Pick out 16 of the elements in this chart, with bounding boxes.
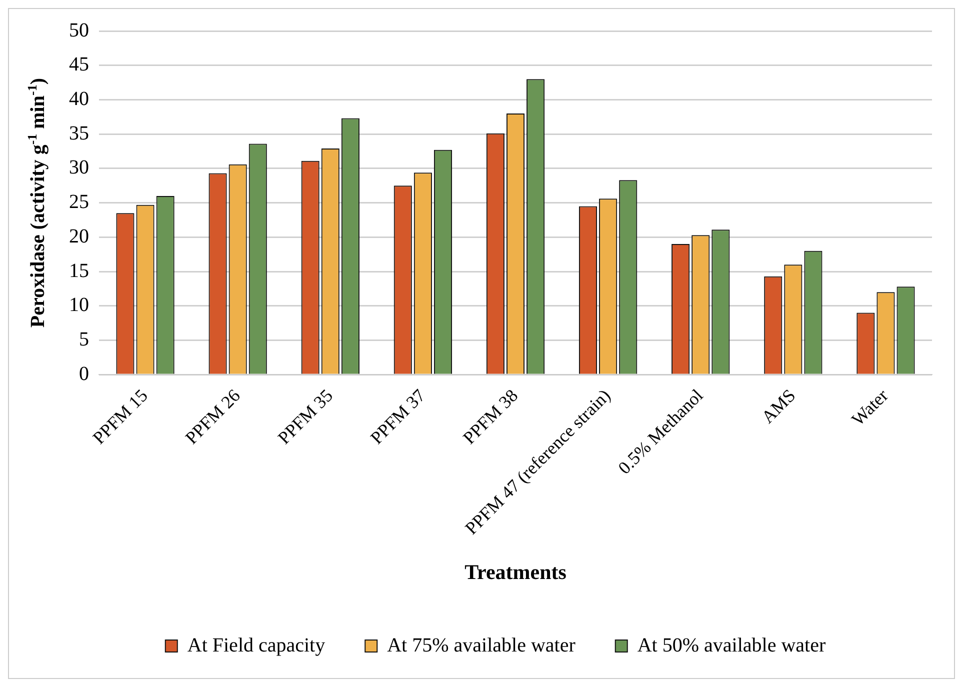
y-tick-label: 5 — [79, 328, 89, 351]
y-tick-label: 25 — [69, 191, 89, 214]
y-tick-label: 15 — [69, 260, 89, 282]
y-tick-label: 35 — [69, 122, 89, 144]
x-axis-title: Treatments — [464, 560, 566, 584]
y-tick-label: 20 — [69, 225, 89, 248]
legend-label: At 75% available water — [387, 634, 576, 656]
y-tick-label: 10 — [69, 294, 89, 316]
legend-label: At 50% available water — [637, 634, 826, 656]
legend-label: At Field capacity — [187, 634, 326, 656]
y-axis-title: Peroxidase (activity g-1 min-1) — [24, 78, 50, 328]
y-tick-label: 0 — [79, 362, 89, 385]
y-tick-label: 45 — [69, 54, 89, 76]
y-tick-label: 50 — [69, 19, 89, 42]
y-tick-label: 40 — [69, 88, 89, 110]
y-tick-label: 30 — [69, 156, 89, 179]
